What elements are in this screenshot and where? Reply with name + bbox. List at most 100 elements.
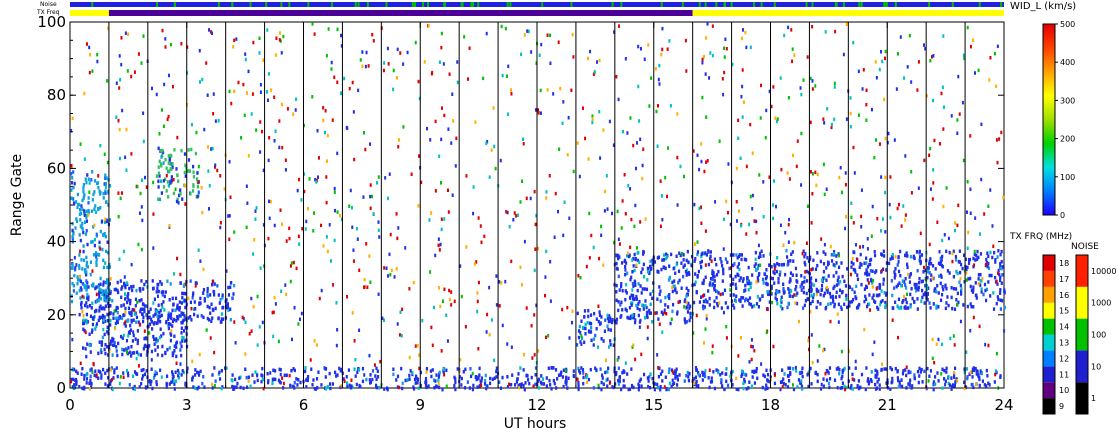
sparse-echo xyxy=(587,157,590,161)
sparse-echo xyxy=(383,61,386,65)
scatter-cell xyxy=(227,308,230,313)
noise-strip-tick xyxy=(460,2,463,7)
sparse-echo xyxy=(833,81,836,86)
scatter-cell xyxy=(617,274,620,279)
sparse-echo xyxy=(211,146,214,151)
scatter-cell xyxy=(97,351,100,356)
scatter-cell xyxy=(920,253,924,257)
scatter-cell xyxy=(213,293,216,297)
scatter-cell xyxy=(742,277,745,281)
scatter-cell xyxy=(498,380,501,384)
scatter-cell xyxy=(416,376,419,381)
scatter-cell xyxy=(866,265,870,269)
sparse-echo xyxy=(358,268,361,273)
scatter-cell xyxy=(181,369,184,373)
scatter-cell xyxy=(182,291,186,296)
sparse-echo xyxy=(974,216,977,220)
sparse-echo xyxy=(925,94,928,98)
scatter-cell xyxy=(90,385,93,389)
scatter-cell xyxy=(182,311,185,316)
scatter-cell xyxy=(935,290,938,294)
sparse-echo xyxy=(216,168,219,173)
sparse-echo xyxy=(486,312,489,317)
scatter-cell xyxy=(919,370,922,374)
scatter-cell xyxy=(891,253,894,257)
scatter-cell xyxy=(908,275,911,279)
scatter-cell xyxy=(945,370,948,374)
scatter-cell xyxy=(155,174,159,178)
scatter-cell xyxy=(106,265,109,270)
sparse-echo xyxy=(929,146,932,151)
txfreq-segment xyxy=(692,10,1004,16)
sparse-echo xyxy=(230,101,233,106)
scatter-cell xyxy=(782,262,786,267)
scatter-cell xyxy=(959,262,963,267)
sparse-echo xyxy=(256,373,259,378)
scatter-cell xyxy=(980,370,983,375)
sparse-echo xyxy=(612,143,615,147)
scatter-cell xyxy=(702,306,705,311)
scatter-cell xyxy=(102,283,105,287)
scatter-cell xyxy=(865,304,869,309)
scatter-cell xyxy=(95,263,98,268)
scatter-cell xyxy=(694,375,698,380)
sparse-echo xyxy=(70,181,73,185)
scatter-cell xyxy=(920,299,923,303)
sparse-echo xyxy=(272,310,275,315)
scatter-cell xyxy=(909,272,912,277)
scatter-cell xyxy=(525,373,528,378)
sparse-echo xyxy=(252,304,255,309)
sparse-echo xyxy=(545,196,548,200)
scatter-cell xyxy=(841,385,844,390)
noise-strip-tick xyxy=(704,2,707,7)
x-tick-label: 9 xyxy=(415,396,425,414)
scatter-cell xyxy=(885,381,888,385)
scatter-cell xyxy=(807,384,810,389)
txfreq-segment xyxy=(108,10,693,16)
sparse-echo xyxy=(966,246,969,251)
scatter-cell xyxy=(220,312,224,316)
scatter-cell xyxy=(702,373,705,377)
sparse-echo xyxy=(596,345,599,349)
sparse-echo xyxy=(120,191,123,195)
sparse-echo xyxy=(261,320,264,325)
sparse-echo xyxy=(513,211,516,215)
sparse-echo xyxy=(866,237,869,241)
sparse-echo xyxy=(358,368,361,372)
width-colorbar-tick-label: 400 xyxy=(1060,58,1075,67)
scatter-cell xyxy=(900,384,904,389)
scatter-cell xyxy=(429,369,432,373)
scatter-cell xyxy=(751,305,754,309)
scatter-cell xyxy=(711,282,715,286)
scatter-cell xyxy=(132,284,135,289)
scatter-cell xyxy=(345,375,348,379)
sparse-echo xyxy=(275,36,278,40)
scatter-cell xyxy=(70,172,73,176)
scatter-cell xyxy=(220,317,223,321)
scatter-cell xyxy=(235,385,238,389)
scatter-cell xyxy=(95,299,98,304)
scatter-cell xyxy=(78,385,81,389)
scatter-cell xyxy=(88,381,91,386)
sparse-echo xyxy=(194,284,197,288)
sparse-echo xyxy=(106,79,109,83)
scatter-cell xyxy=(211,316,214,320)
scatter-cell xyxy=(921,288,924,293)
scatter-cell xyxy=(160,313,163,318)
scatter-cell xyxy=(698,300,702,304)
sparse-echo xyxy=(809,120,812,125)
scatter-cell xyxy=(140,298,143,302)
sparse-echo xyxy=(531,356,534,360)
sparse-echo xyxy=(152,180,155,185)
sparse-echo xyxy=(884,175,887,180)
sparse-echo xyxy=(434,253,437,258)
scatter-cell xyxy=(94,327,97,331)
scatter-cell xyxy=(1000,259,1003,264)
scatter-cell xyxy=(109,311,112,315)
sparse-echo xyxy=(369,183,372,187)
sparse-echo xyxy=(417,204,420,208)
sparse-echo xyxy=(617,97,620,102)
scatter-cell xyxy=(87,177,90,182)
scatter-cell xyxy=(695,368,699,372)
scatter-cell xyxy=(933,287,936,292)
